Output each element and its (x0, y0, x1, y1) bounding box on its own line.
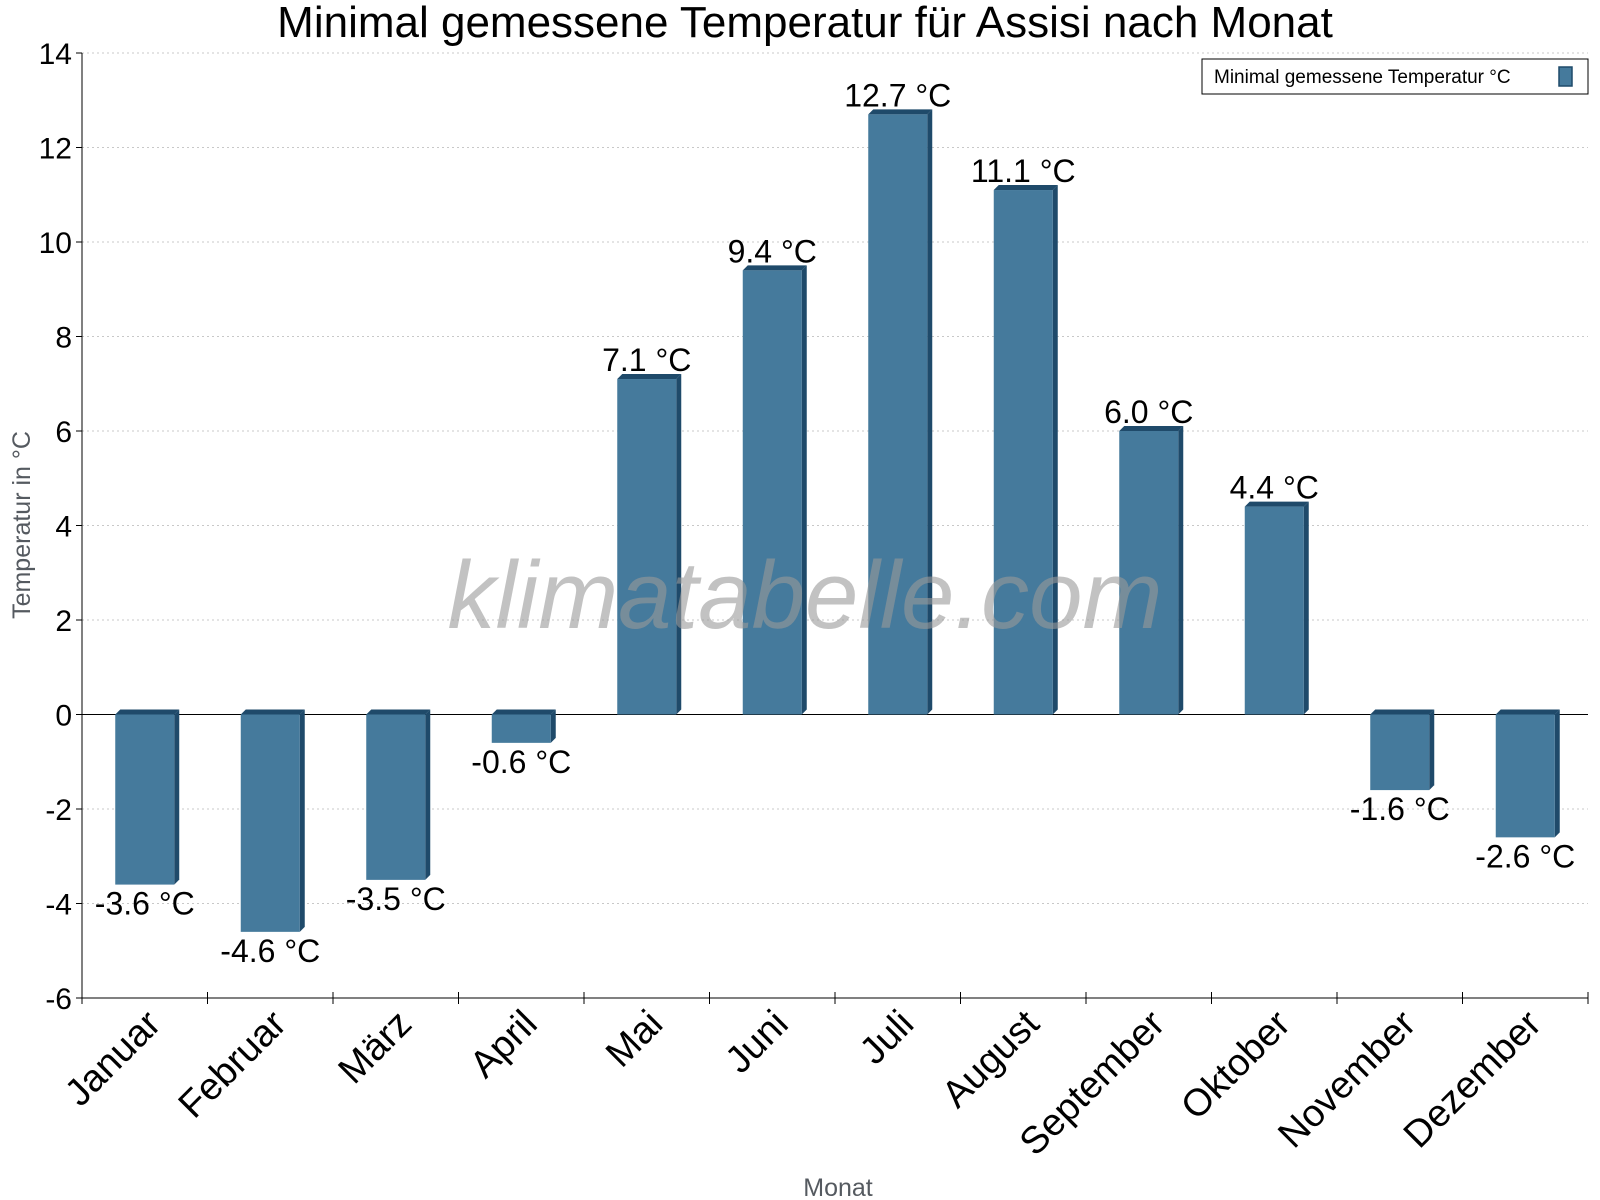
x-tick-label: Mai (598, 1003, 671, 1076)
bar-top (1119, 426, 1184, 431)
bar-side (425, 709, 431, 880)
legend: Minimal gemessene Temperatur °C (1201, 58, 1589, 95)
y-tick-label: -6 (45, 983, 72, 1016)
y-tick-label: 14 (39, 38, 72, 71)
y-axis-ticks: -6 -4 -2 0 2 4 6 8 10 12 14 (39, 38, 82, 1016)
bar-side (550, 709, 556, 743)
bar-top (1495, 709, 1560, 715)
bar-top (366, 709, 431, 715)
bar-top (1244, 501, 1309, 507)
chart-title: Minimal gemessene Temperatur für Assisi … (277, 0, 1333, 47)
x-tick-label: Januar (57, 1002, 169, 1114)
watermark: klimatabelle.com (448, 542, 1163, 649)
bar-top (617, 374, 682, 380)
bar-side (1554, 709, 1560, 838)
value-label: -0.6 °C (471, 744, 571, 780)
bar-front (868, 114, 928, 715)
legend-swatch (1558, 66, 1573, 87)
bar-front (1119, 431, 1179, 715)
x-axis-ticks: Januar Februar März April Mai Juni Juli AugustS… (57, 992, 1589, 1164)
bar-front (1370, 714, 1430, 791)
legend-label: Minimal gemessene Temperatur °C (1214, 67, 1511, 88)
bar-side (1052, 185, 1058, 715)
value-label: 7.1 °C (602, 342, 691, 378)
bar-front (115, 714, 175, 885)
bar-side (174, 709, 180, 885)
bar (1244, 501, 1309, 715)
bar-front (742, 270, 802, 715)
bar-top (993, 185, 1058, 191)
bar-side (1429, 709, 1435, 791)
y-tick-label: -4 (45, 889, 72, 922)
y-tick-label: -2 (45, 794, 72, 827)
value-label: -4.6 °C (220, 933, 320, 969)
bar (993, 185, 1058, 715)
bar-side (927, 109, 933, 715)
bar-side (1178, 426, 1184, 715)
bar-top (868, 109, 933, 115)
bar-front (617, 379, 677, 715)
y-tick-label: 6 (55, 416, 72, 449)
x-axis-label: Monat (803, 1174, 873, 1200)
x-tick-label: Juli (852, 1003, 922, 1073)
bar (742, 265, 807, 715)
bar-side (801, 265, 807, 715)
bar-top (742, 265, 807, 271)
x-tick-label: Juni (718, 1003, 797, 1082)
y-tick-label: 8 (55, 322, 72, 355)
y-tick-label: 4 (55, 511, 72, 544)
bar (1119, 426, 1184, 715)
bar-top (240, 709, 305, 715)
x-tick-label: August (934, 1002, 1048, 1116)
y-tick-label: 12 (39, 133, 72, 166)
value-labels: -3.6 °C -4.6 °C -3.5 °C -0.6 °C 7.1 °C 9.4 °C… (95, 77, 1575, 968)
bar-front (366, 714, 426, 880)
bar-top (115, 709, 180, 715)
value-label: -1.6 °C (1350, 791, 1450, 827)
x-tick-label: Oktober (1173, 1002, 1299, 1128)
value-label: -3.6 °C (95, 886, 195, 922)
value-label: 6.0 °C (1104, 394, 1193, 430)
y-axis-label: Temperatur in °C (8, 431, 36, 619)
bar-front (1244, 506, 1304, 715)
value-label: -2.6 °C (1475, 838, 1575, 874)
y-tick-label: 2 (55, 605, 72, 638)
x-tick-label: Februar (171, 1002, 295, 1126)
bar (868, 109, 933, 715)
bar-front (240, 714, 300, 932)
value-label: -3.5 °C (346, 881, 446, 917)
bar (1495, 709, 1560, 838)
grid-lines (82, 52, 1588, 999)
y-tick-label: 10 (39, 227, 72, 260)
bar-side (1303, 501, 1309, 715)
x-tick-label: Dezember (1396, 1002, 1550, 1156)
bar-side (676, 374, 682, 715)
bars (115, 109, 1560, 932)
bar (240, 709, 305, 932)
bar-front (993, 190, 1053, 715)
value-label: 4.4 °C (1230, 470, 1319, 506)
bar-front (1495, 714, 1555, 838)
value-label: 12.7 °C (844, 77, 951, 113)
x-tick-label: März (331, 1003, 420, 1092)
bar-side (299, 709, 305, 932)
bar (1370, 709, 1435, 791)
bar-top (1370, 709, 1435, 715)
bar (617, 374, 682, 715)
x-tick-label: April (462, 1003, 545, 1086)
bar (366, 709, 431, 880)
bar-front (491, 714, 551, 743)
value-label: 11.1 °C (971, 153, 1076, 189)
legend-box (1201, 58, 1589, 95)
bar (491, 709, 556, 743)
bar (115, 709, 180, 885)
bar-top (491, 709, 556, 715)
value-label: 9.4 °C (728, 233, 817, 269)
y-tick-label: 0 (55, 700, 72, 733)
